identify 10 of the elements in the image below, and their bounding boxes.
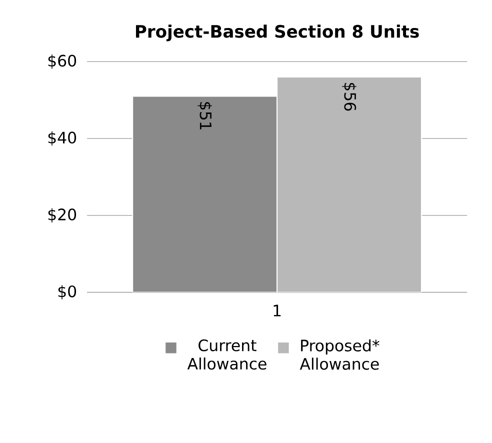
y-tick-label: $60 (48, 54, 76, 69)
data-label: $56 (342, 82, 356, 111)
legend-label: Current Allowance (187, 339, 266, 370)
y-tick-label: $20 (48, 208, 76, 223)
legend-label: Proposed* Allowance (300, 339, 380, 370)
y-tick-label: $40 (48, 131, 76, 146)
y-tick-label: $0 (58, 285, 76, 300)
x-tick-label: 1 (274, 304, 281, 316)
data-label: $51 (198, 102, 212, 130)
chart-title: Project-Based Section 8 Units (136, 24, 419, 42)
